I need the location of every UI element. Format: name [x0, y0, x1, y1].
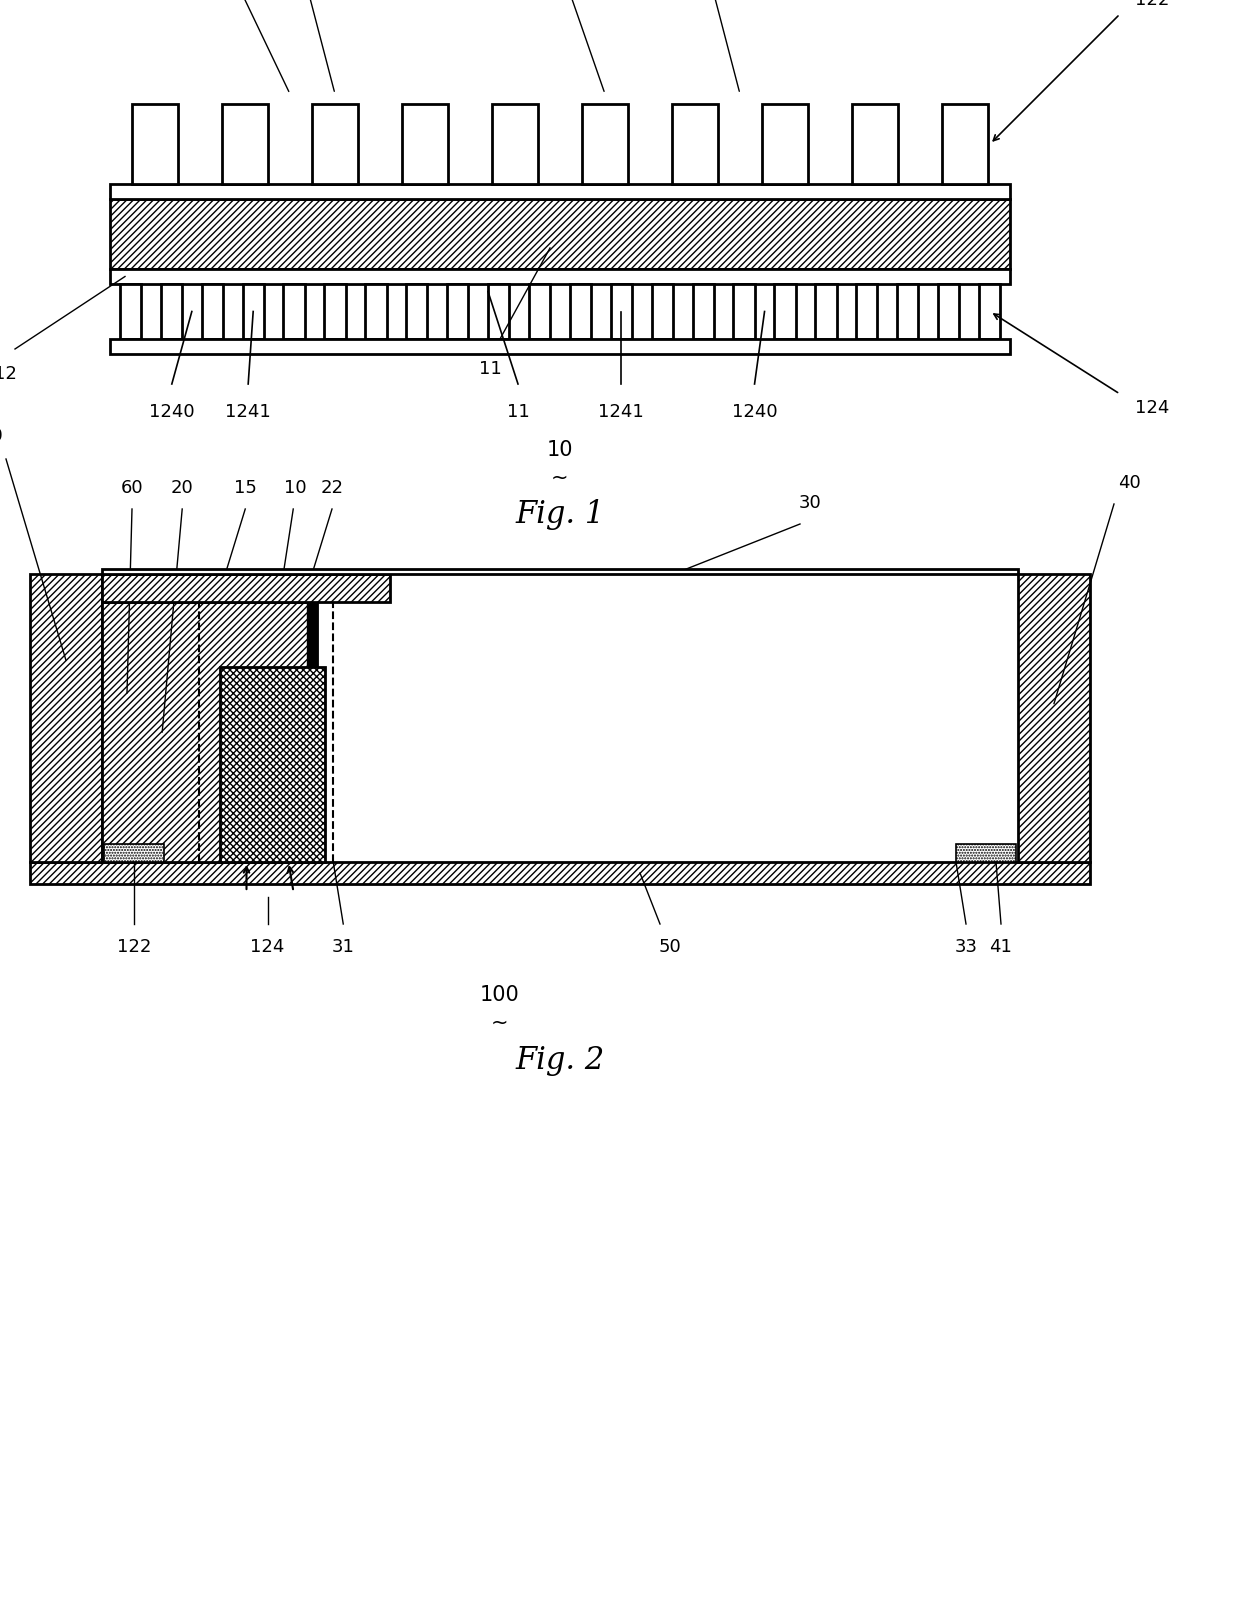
Text: Fig. 1: Fig. 1	[516, 499, 605, 529]
Bar	[491, 105, 538, 186]
Text: 12: 12	[0, 365, 16, 383]
Text: 124: 124	[1135, 399, 1169, 416]
Text: ~: ~	[552, 468, 569, 487]
Bar	[243, 284, 264, 341]
Bar	[937, 284, 960, 341]
Bar	[110, 270, 1011, 284]
Text: 122: 122	[117, 938, 151, 955]
Bar	[366, 284, 387, 341]
Bar	[407, 284, 428, 341]
Bar	[856, 284, 878, 341]
Bar	[161, 284, 182, 341]
Bar	[852, 105, 899, 186]
Bar	[489, 284, 510, 341]
Text: Fig. 2: Fig. 2	[516, 1044, 605, 1075]
Bar	[30, 862, 1090, 884]
Text: 11: 11	[479, 360, 501, 378]
Text: 20: 20	[171, 479, 193, 497]
Text: 15: 15	[234, 479, 257, 497]
Bar	[652, 284, 673, 341]
Text: 33: 33	[955, 938, 977, 955]
Bar	[611, 284, 632, 341]
Bar	[815, 284, 837, 341]
Text: 10: 10	[547, 439, 573, 460]
Bar	[131, 105, 179, 186]
Text: 60: 60	[120, 479, 144, 497]
Bar	[102, 602, 317, 862]
Bar	[30, 575, 102, 862]
Bar	[672, 105, 718, 186]
Bar	[570, 284, 591, 341]
Text: 11: 11	[507, 404, 529, 421]
Bar	[102, 575, 389, 602]
Text: 30: 30	[799, 494, 821, 512]
Text: 22: 22	[320, 479, 343, 497]
Bar	[110, 186, 1011, 200]
Text: 122: 122	[1135, 0, 1169, 10]
Bar	[222, 105, 268, 186]
Bar	[761, 105, 808, 186]
Bar	[774, 284, 796, 341]
Bar	[733, 284, 755, 341]
Bar	[104, 844, 164, 862]
Text: 10: 10	[284, 479, 306, 497]
Text: 124: 124	[250, 938, 285, 955]
Bar	[529, 284, 551, 341]
Bar	[202, 284, 223, 341]
Text: 1240: 1240	[732, 404, 777, 421]
Bar	[308, 602, 317, 862]
Text: 1241: 1241	[226, 404, 272, 421]
Bar	[693, 284, 714, 341]
Bar	[221, 668, 325, 862]
Bar	[284, 284, 305, 341]
Bar	[102, 570, 1018, 575]
Text: 40: 40	[1117, 473, 1141, 492]
Bar	[448, 284, 469, 341]
Bar	[956, 844, 1016, 862]
Bar	[402, 105, 449, 186]
Bar	[311, 105, 358, 186]
Bar	[582, 105, 629, 186]
Bar	[978, 284, 1001, 341]
Bar	[110, 200, 1011, 270]
Text: 100: 100	[480, 985, 520, 1004]
Bar	[120, 284, 141, 341]
Text: 1240: 1240	[149, 404, 195, 421]
Text: ~: ~	[491, 1012, 508, 1033]
Bar	[325, 284, 346, 341]
Bar	[110, 341, 1011, 355]
Text: 40: 40	[0, 426, 2, 445]
Bar	[897, 284, 919, 341]
Text: 1241: 1241	[599, 404, 645, 421]
Bar	[941, 105, 988, 186]
Bar	[1018, 575, 1090, 862]
Text: 50: 50	[658, 938, 681, 955]
Text: 31: 31	[332, 938, 355, 955]
Text: 41: 41	[990, 938, 1012, 955]
